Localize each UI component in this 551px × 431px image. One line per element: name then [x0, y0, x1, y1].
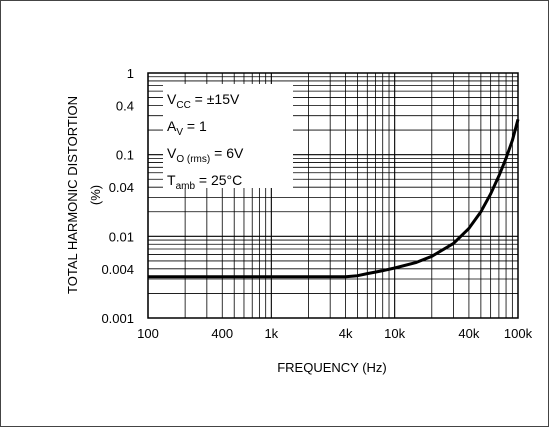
y-tick-label: 1 — [127, 66, 134, 81]
annotation-text: VCC = ±15V — [167, 91, 240, 111]
y-tick-labels: 1 0.4 0.1 0.04 0.01 0.004 0.001 — [101, 66, 134, 326]
annotation-background — [163, 84, 293, 188]
x-tick-label: 1k — [264, 326, 278, 341]
y-tick-label: 0.1 — [116, 148, 134, 163]
x-tick-label: 40k — [458, 326, 479, 341]
annotation-text: AV = 1 — [167, 118, 207, 138]
x-tick-label: 400 — [211, 326, 233, 341]
x-tick-label: 100 — [137, 326, 159, 341]
x-tick-labels: 100 400 1k 4k 10k 40k 100k — [137, 326, 532, 341]
y-tick-label: 0.04 — [109, 180, 134, 195]
x-tick-label: 100k — [504, 326, 533, 341]
plot-area — [147, 72, 519, 319]
thd-curve — [148, 119, 520, 279]
conditions-annotation: VCC = ±15V AV = 1 VO (rms) = 6V Tamb = 25°C — [163, 84, 293, 192]
annotation-text: Tamb = 25°C — [167, 172, 242, 192]
x-tick-label: 4k — [339, 326, 353, 341]
y-tick-label: 0.004 — [101, 262, 134, 277]
x-axis-label: FREQUENCY (Hz) — [277, 360, 387, 375]
y-axis-unit: (%) — [88, 185, 103, 205]
y-tick-label: 0.001 — [101, 311, 134, 326]
annotation-text: VO (rms) = 6V — [167, 145, 244, 165]
y-axis-label: TOTAL HARMONIC DISTORTION — [65, 96, 80, 294]
y-tick-label: 0.01 — [109, 229, 134, 244]
x-tick-label: 10k — [384, 326, 405, 341]
y-tick-label: 0.4 — [116, 98, 134, 113]
